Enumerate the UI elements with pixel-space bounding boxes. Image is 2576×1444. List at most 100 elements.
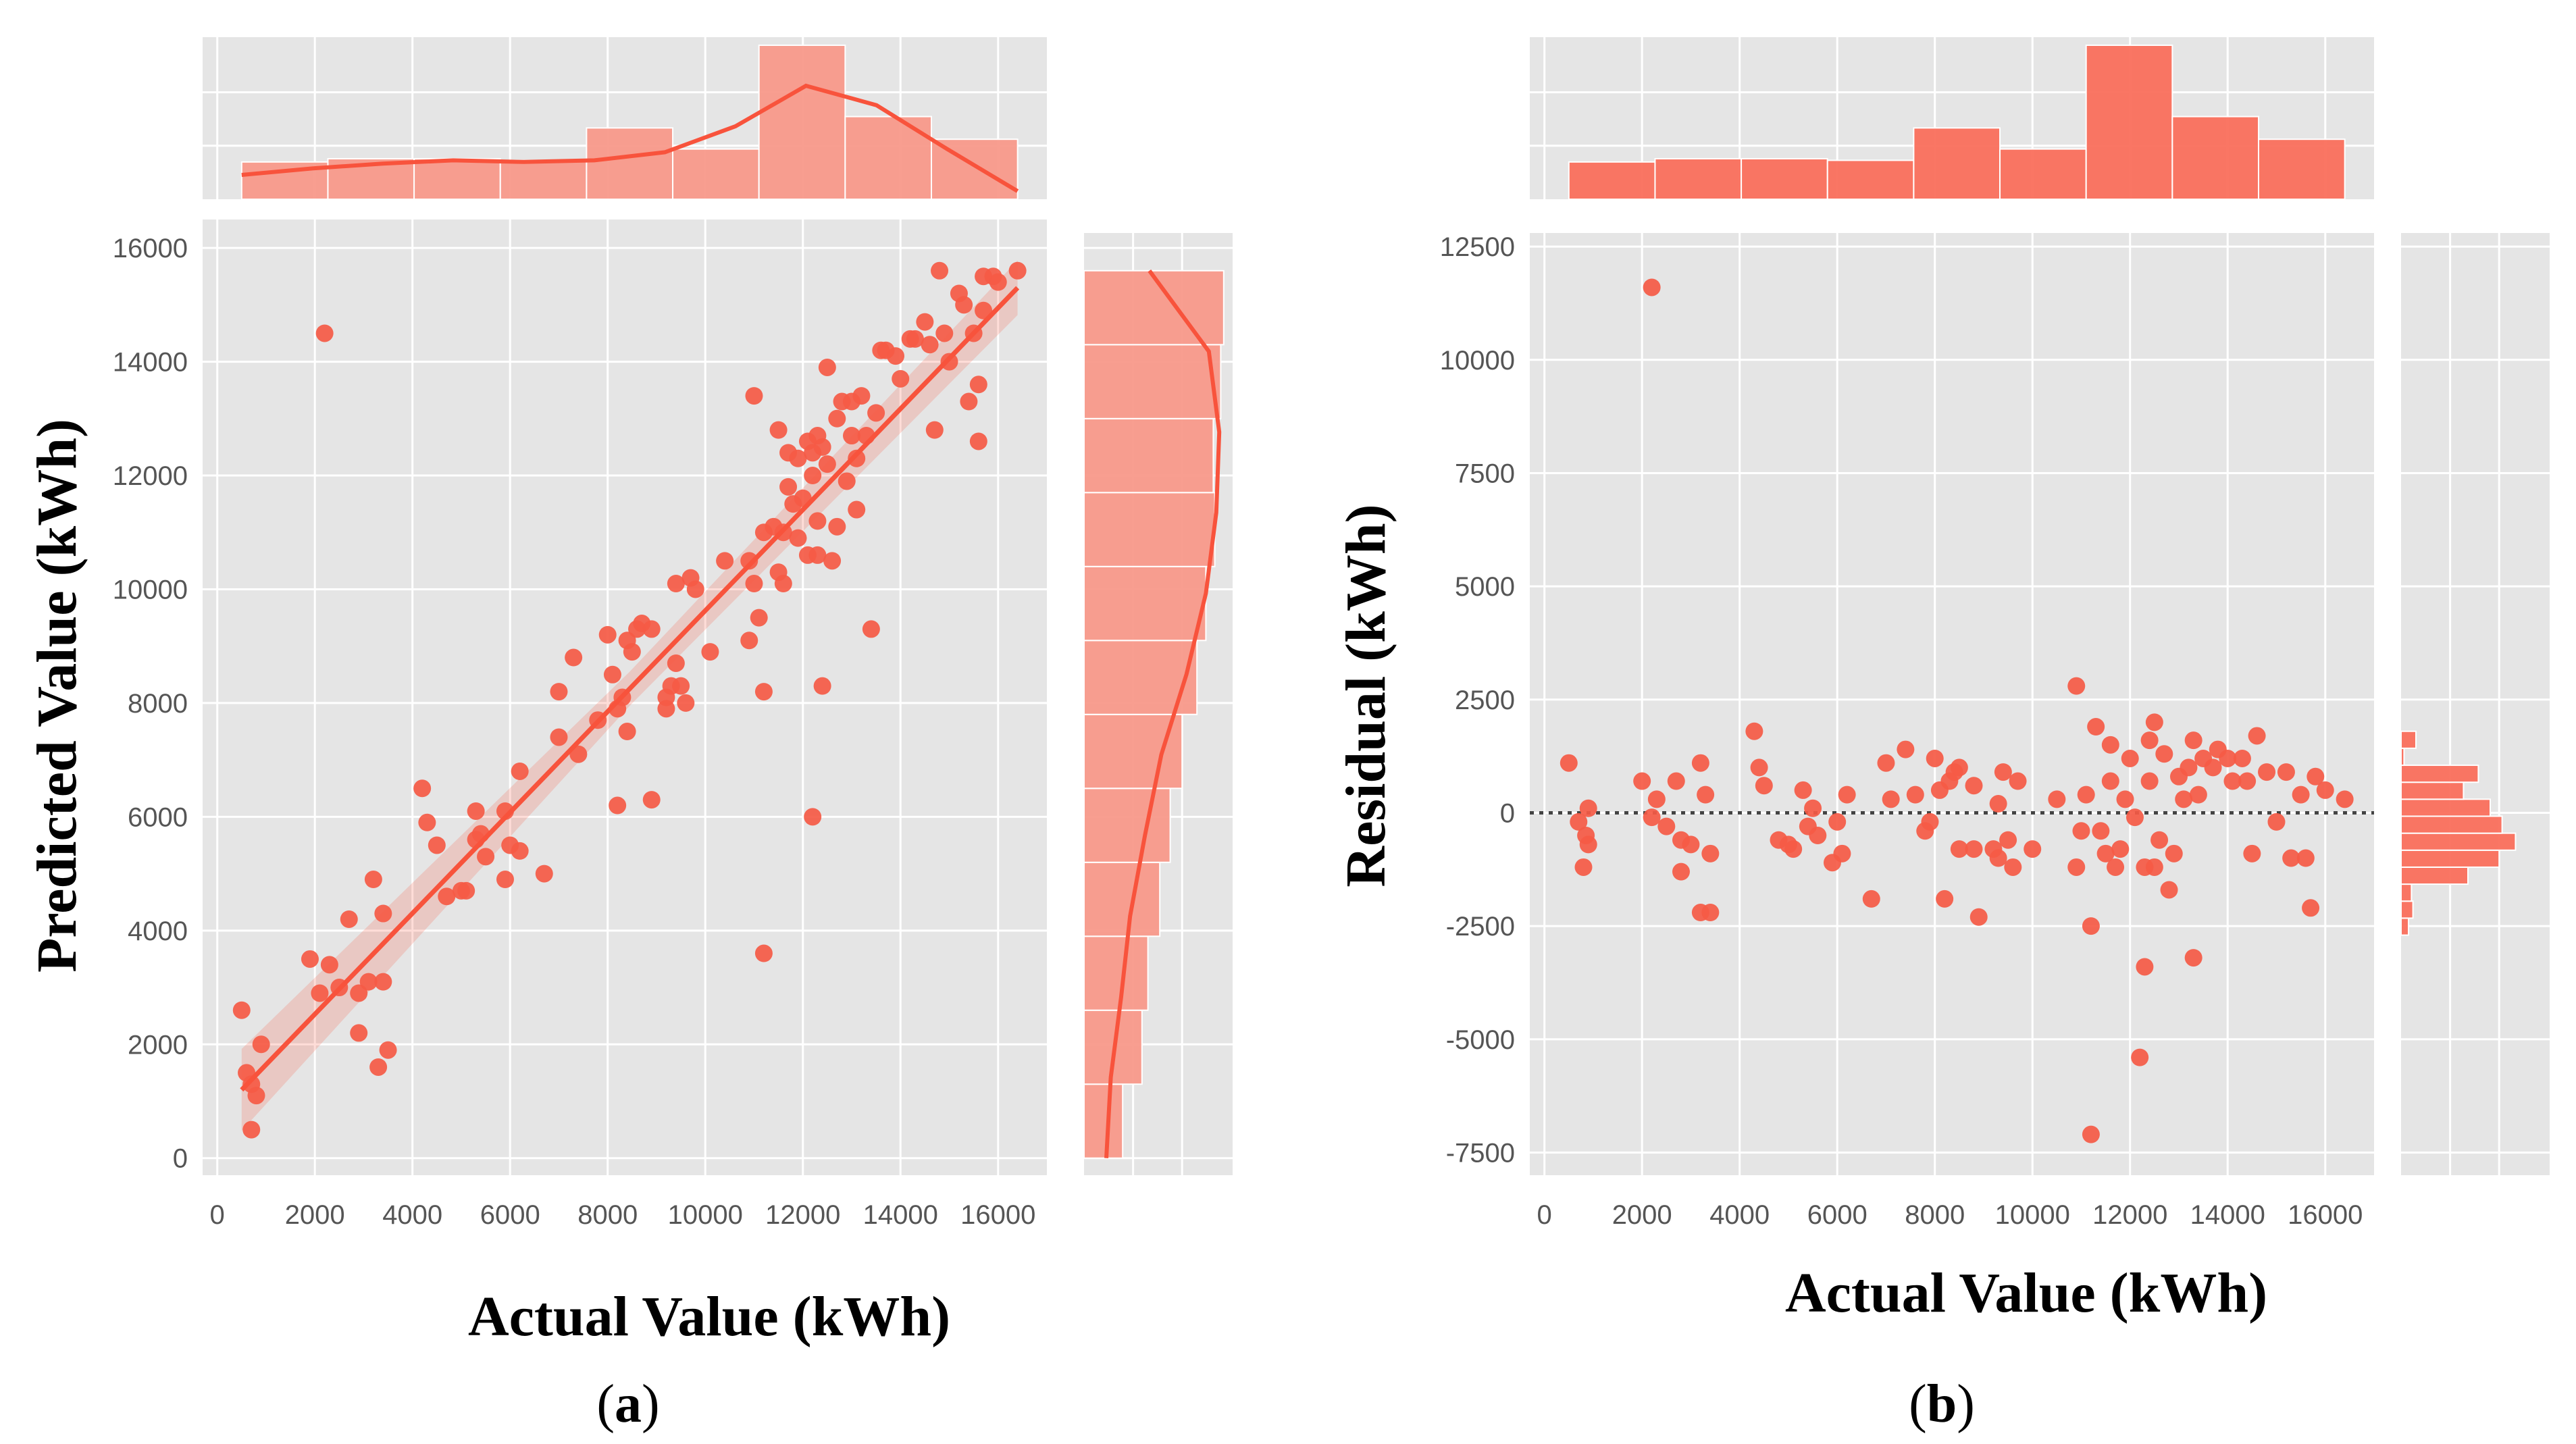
data-point-20 bbox=[413, 779, 432, 798]
top-histogram-bar-5 bbox=[672, 148, 760, 201]
data-point-117 bbox=[931, 261, 949, 280]
data-point-12 bbox=[350, 984, 368, 1002]
right-histogram-bar-2 bbox=[1083, 935, 1149, 1011]
data-point-81 bbox=[789, 529, 807, 547]
data-point-7 bbox=[311, 984, 329, 1002]
right-histogram-bar-7 bbox=[1083, 565, 1207, 642]
data-point-96 bbox=[2219, 749, 2237, 767]
panel-b-letter: b bbox=[1927, 1374, 1957, 1434]
data-point-18 bbox=[1701, 904, 1720, 922]
panel-a-letter: a bbox=[615, 1374, 642, 1434]
panel-a: 0 2000 4000 6000 8000 10000 12000 14000 16000 0 2… bbox=[26, 37, 1233, 1434]
data-point-80 bbox=[789, 449, 807, 467]
right-histogram-bar-5 bbox=[1083, 713, 1183, 790]
data-point-110 bbox=[2316, 781, 2334, 799]
data-point-64 bbox=[2082, 917, 2100, 935]
x-tick-label-3: 6000 bbox=[480, 1200, 540, 1230]
x-tick-label-8: 16000 bbox=[960, 1200, 1035, 1230]
data-point-36 bbox=[1882, 790, 1900, 808]
data-point-74 bbox=[2121, 749, 2139, 767]
data-point-4 bbox=[252, 1035, 270, 1054]
data-point-52 bbox=[1989, 795, 2007, 813]
data-point-70 bbox=[754, 683, 773, 701]
data-point-48 bbox=[623, 643, 641, 661]
panel-b-x-tick-labels: 0 2000 4000 6000 8000 10000 12000 14000 16000 bbox=[1537, 1200, 2363, 1230]
data-point-9 bbox=[320, 956, 338, 974]
data-point-100 bbox=[2243, 844, 2261, 862]
data-point-88 bbox=[808, 512, 827, 530]
panel-a-x-tick-labels: 0 2000 4000 6000 8000 10000 12000 14000 16000 bbox=[210, 1200, 1036, 1230]
data-point-67 bbox=[745, 575, 763, 593]
right-histogram-bar-4 bbox=[2400, 849, 2500, 868]
right-histogram-bar-4 bbox=[1083, 788, 1171, 863]
x-tick-label-2: 4000 bbox=[382, 1200, 442, 1230]
y-tick-label-2: -2500 bbox=[1446, 912, 1515, 942]
panel-a-top-histogram bbox=[240, 45, 1019, 201]
x-tick-label-4: 8000 bbox=[1905, 1200, 1965, 1230]
top-histogram-bar-8 bbox=[2257, 138, 2346, 200]
data-point-102 bbox=[2258, 763, 2276, 781]
right-histogram-bar-6 bbox=[2400, 815, 2503, 834]
data-point-25 bbox=[1784, 840, 1803, 858]
data-point-62 bbox=[701, 643, 719, 661]
data-point-97 bbox=[828, 517, 846, 536]
data-point-67 bbox=[2092, 822, 2110, 840]
top-histogram-bar-2 bbox=[413, 158, 501, 200]
data-point-122 bbox=[960, 392, 978, 411]
data-point-75 bbox=[774, 575, 792, 593]
data-point-15 bbox=[364, 871, 382, 889]
data-point-37 bbox=[550, 728, 568, 746]
data-point-78 bbox=[779, 478, 798, 496]
data-point-58 bbox=[2024, 840, 2042, 858]
x-tick-label-6: 12000 bbox=[765, 1200, 840, 1230]
right-histogram-bar-9 bbox=[1083, 417, 1214, 494]
data-point-121 bbox=[955, 296, 973, 314]
right-histogram-bar-3 bbox=[1083, 861, 1161, 937]
data-point-118 bbox=[935, 324, 954, 342]
data-point-66 bbox=[2087, 718, 2105, 736]
data-point-73 bbox=[2116, 790, 2134, 808]
right-histogram-bar-9 bbox=[2400, 765, 2479, 783]
data-point-5 bbox=[1579, 835, 1597, 854]
x-tick-label-5: 10000 bbox=[1995, 1200, 2070, 1230]
data-point-10 bbox=[1657, 817, 1676, 835]
x-tick-label-7: 14000 bbox=[2190, 1200, 2265, 1230]
data-point-96 bbox=[828, 409, 846, 428]
y-tick-label-4: 8000 bbox=[128, 689, 188, 719]
data-point-29 bbox=[477, 848, 495, 866]
right-histogram-bar-11 bbox=[2400, 730, 2417, 749]
data-point-56 bbox=[2004, 858, 2022, 876]
data-point-97 bbox=[2223, 772, 2242, 790]
data-point-47 bbox=[1950, 758, 1968, 777]
top-histogram-bar-4 bbox=[586, 127, 674, 200]
data-point-99 bbox=[838, 472, 856, 490]
data-point-79 bbox=[2140, 772, 2159, 790]
panel-b-right-histogram bbox=[2400, 730, 2517, 936]
data-point-89 bbox=[2180, 758, 2198, 777]
data-point-95 bbox=[823, 552, 842, 570]
data-point-51 bbox=[642, 620, 661, 638]
y-tick-label-1: 2000 bbox=[128, 1030, 188, 1060]
data-point-63 bbox=[2077, 785, 2095, 804]
data-point-72 bbox=[2111, 840, 2130, 858]
data-point-103 bbox=[848, 449, 866, 467]
data-point-6 bbox=[301, 950, 319, 968]
top-histogram-bar-7 bbox=[2171, 115, 2259, 201]
data-point-8 bbox=[315, 324, 334, 342]
data-point-106 bbox=[862, 620, 880, 638]
data-point-41 bbox=[598, 625, 617, 644]
data-point-91 bbox=[2184, 949, 2203, 967]
data-point-69 bbox=[754, 944, 773, 962]
data-point-109 bbox=[2307, 767, 2325, 785]
data-point-101 bbox=[842, 427, 860, 445]
y-tick-label-5: 10000 bbox=[113, 575, 188, 604]
data-point-17 bbox=[374, 973, 392, 991]
top-histogram-bar-2 bbox=[1741, 158, 1828, 200]
right-histogram-bar-8 bbox=[2400, 781, 2465, 800]
right-histogram-bar-3 bbox=[2400, 866, 2469, 885]
panel-b-x-axis-label: Actual Value (kWh) bbox=[1785, 1262, 2267, 1324]
data-point-13 bbox=[1672, 862, 1690, 881]
data-point-49 bbox=[1965, 840, 1983, 858]
y-tick-label-6: 12000 bbox=[113, 461, 188, 491]
